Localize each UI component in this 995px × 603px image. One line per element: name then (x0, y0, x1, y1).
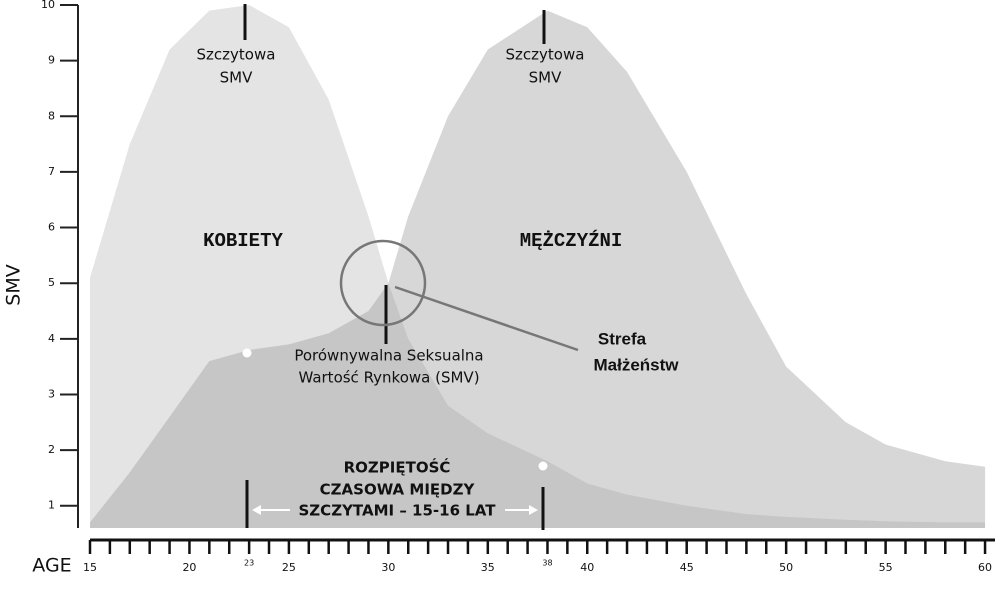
series-label: MĘŻCZYŹNI (520, 230, 623, 252)
x-tick-label: 40 (580, 561, 594, 574)
x-tick-label: 15 (83, 561, 97, 574)
y-tick-label: 5 (48, 276, 55, 289)
area (90, 5, 986, 528)
annotation: Porównywalna Seksualna (294, 347, 483, 365)
annotation: SMV (529, 69, 562, 87)
annotation: CZASOWA MIĘDZY (320, 481, 476, 499)
zone-pointer (394, 285, 579, 352)
annotation: Małżeństw (593, 355, 679, 374)
x-tick-label: 55 (879, 561, 893, 574)
y-tick-label: 9 (48, 54, 55, 67)
annotation: Szczytowa (197, 46, 276, 64)
x-tick-label: 20 (182, 561, 196, 574)
x-tick-label: 30 (381, 561, 395, 574)
dot (242, 348, 252, 358)
y-tick-label: 7 (48, 165, 55, 178)
x-tick-label: 38 (542, 559, 552, 568)
areas (90, 5, 986, 529)
arrow-head (252, 505, 261, 515)
x-tick-label: 45 (680, 561, 694, 574)
x-tick-label: 60 (978, 561, 992, 574)
annotation: Strefa (598, 329, 647, 348)
series-label: KOBIETY (203, 230, 283, 252)
annotations: Szczytowa SMV Szczytowa SMV KOBIETY MĘŻC… (197, 4, 679, 530)
x-tick-label: 35 (481, 561, 495, 574)
arrow-head (529, 505, 538, 515)
y-tick-label: 1 (48, 499, 55, 512)
x-axis-label: AGE (32, 555, 71, 577)
y-tick-label: 2 (48, 443, 55, 456)
y-tick-label: 10 (41, 0, 55, 11)
annotation: Wartość Rynkowa (SMV) (298, 369, 479, 387)
annotation: ROZPIĘTOŚĆ (344, 458, 451, 477)
x-tick-label: 50 (779, 561, 793, 574)
annotation: Szczytowa (506, 46, 585, 64)
x-tick-label: 23 (244, 559, 254, 568)
y-axis-label: SMV (3, 264, 25, 305)
dot (538, 461, 548, 471)
zone-circle (339, 239, 427, 327)
y-tick-label: 4 (48, 332, 55, 345)
annotation: SMV (220, 69, 253, 87)
y-tick-label: 6 (48, 221, 55, 234)
y-tick-label: 3 (48, 387, 55, 400)
y-tick-label: 8 (48, 109, 55, 122)
annotation: SZCZYTAMI – 15-16 LAT (299, 502, 497, 520)
area (90, 10, 986, 529)
x-tick-label: 25 (282, 561, 296, 574)
